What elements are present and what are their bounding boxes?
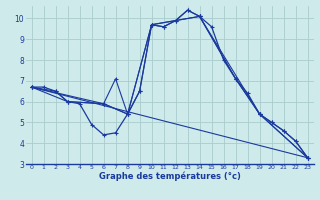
X-axis label: Graphe des températures (°c): Graphe des températures (°c) bbox=[99, 172, 241, 181]
